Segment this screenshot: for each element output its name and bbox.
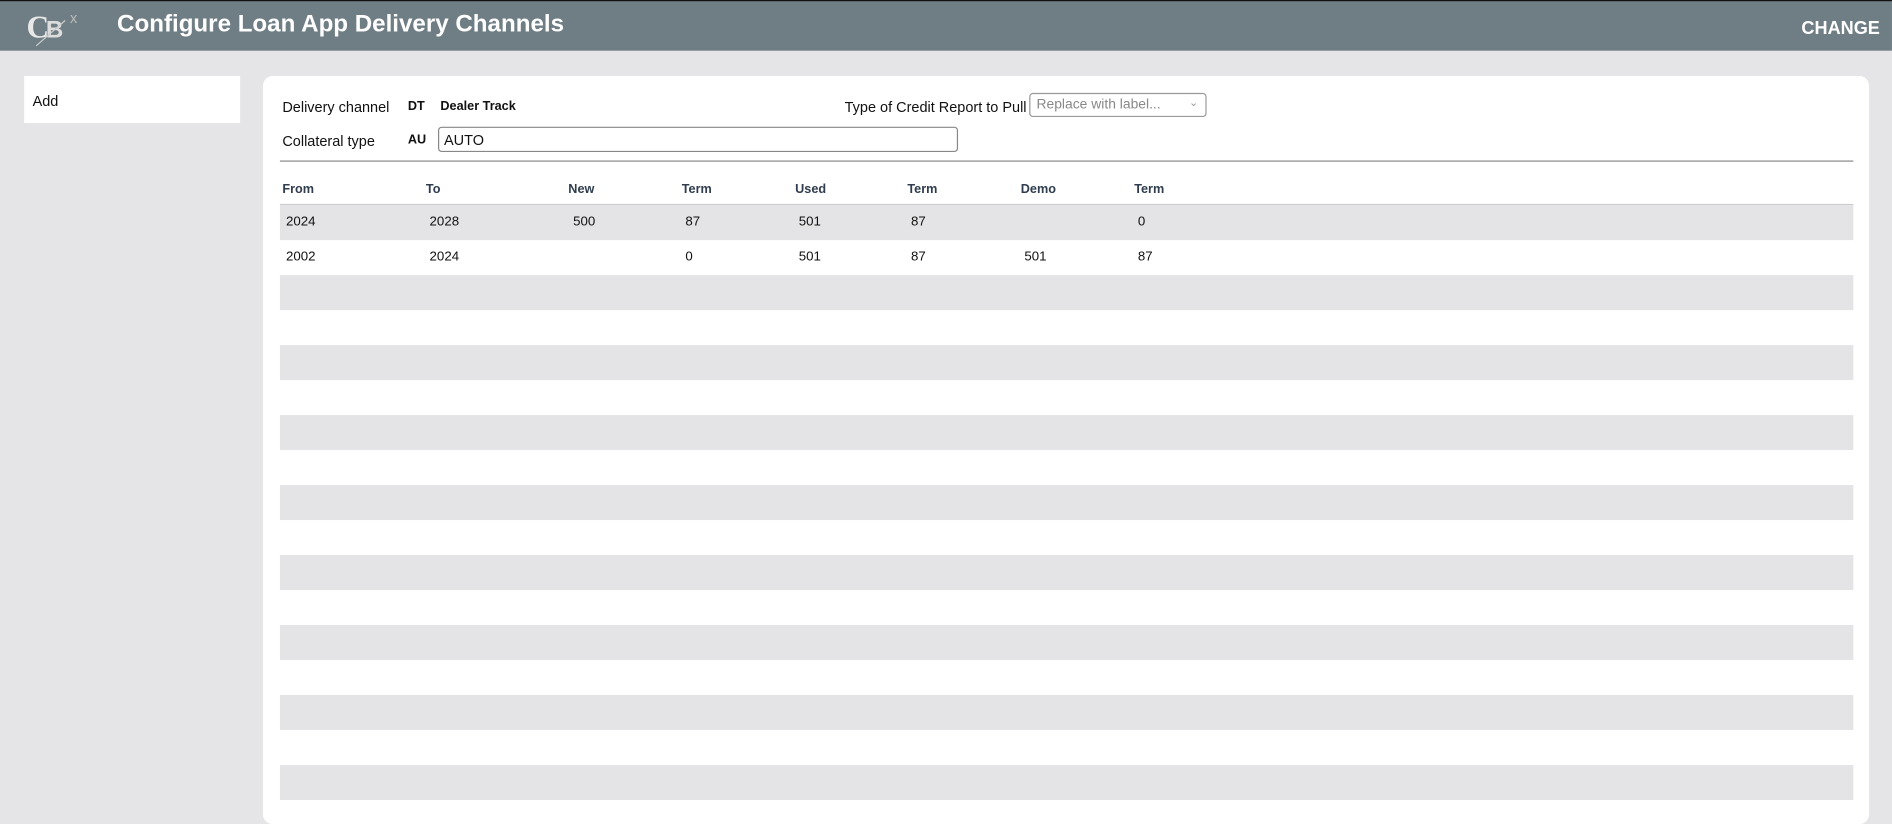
svg-text:x: x: [70, 11, 78, 27]
empty-row: [280, 450, 1853, 485]
column-header-used-term: Term: [907, 182, 938, 197]
column-header-demo: Demo: [1020, 182, 1057, 197]
page-title: Configure Loan App Delivery Channels: [117, 10, 564, 38]
empty-row: [279, 764, 1854, 800]
collateral-type-label: Collateral type: [282, 132, 375, 150]
sidebar: Add: [24, 76, 241, 124]
cbx-logo: C B x: [27, 9, 78, 47]
delivery-channel-code: DT: [407, 98, 425, 114]
column-header-demo-term: Term: [1134, 182, 1165, 197]
empty-row: [280, 590, 1853, 625]
table-row[interactable]: 2002 2024 0 501 87 501 87: [280, 240, 1853, 275]
column-header-from: From: [282, 182, 315, 197]
empty-row: [280, 520, 1853, 555]
header-divider: [279, 203, 1854, 206]
table-cell: 87: [910, 249, 926, 265]
table-cell: 87: [910, 214, 926, 230]
svg-text:C: C: [27, 9, 50, 44]
column-header-used: Used: [795, 182, 827, 197]
delivery-channel-label: Delivery channel: [282, 98, 390, 116]
table-cell: 2024: [429, 249, 460, 265]
table-cell: 501: [1024, 249, 1047, 265]
empty-row: [279, 555, 1854, 591]
credit-report-placeholder: Replace with label...: [1036, 97, 1161, 113]
table-cell: 87: [685, 214, 701, 230]
table-row[interactable]: 2024 2028 500 87 501 87 0: [279, 205, 1854, 241]
empty-row: [280, 730, 1853, 765]
collateral-type-code: AU: [407, 132, 427, 148]
table-cell: 501: [798, 214, 821, 230]
table-cell: 501: [798, 249, 821, 265]
empty-row: [279, 485, 1854, 521]
table-cell: 2002: [285, 249, 316, 265]
empty-row: [279, 275, 1854, 311]
app-header: C B x Configure Loan App Delivery Channe…: [0, 0, 1892, 51]
credit-report-select[interactable]: Replace with label... ⌄: [1029, 92, 1207, 118]
main-panel: Delivery channel DT Dealer Track Type of…: [263, 76, 1870, 824]
table-cell: 0: [685, 249, 693, 265]
table-cell: 87: [1137, 249, 1153, 265]
empty-row: [280, 310, 1853, 345]
empty-row: [279, 695, 1854, 730]
empty-row: [280, 660, 1853, 695]
credit-report-label: Type of Credit Report to Pull: [844, 98, 1027, 116]
collateral-type-input[interactable]: [437, 126, 959, 153]
delivery-channel-name: Dealer Track: [440, 98, 516, 114]
table-cell: 2028: [429, 214, 460, 230]
empty-row: [279, 345, 1854, 381]
divider: [279, 160, 1854, 162]
table-cell: 500: [573, 214, 596, 230]
table-cell: 2024: [285, 214, 316, 230]
column-header-new-term: Term: [681, 182, 712, 197]
column-header-new: New: [568, 182, 595, 197]
empty-row: [279, 625, 1854, 661]
table-cell: 0: [1137, 214, 1146, 230]
chevron-down-icon: ⌄: [1189, 96, 1199, 109]
column-header-to: To: [425, 182, 441, 197]
change-button[interactable]: CHANGE: [1801, 18, 1880, 39]
empty-row: [279, 415, 1854, 451]
sidebar-item-add[interactable]: Add: [32, 92, 59, 110]
empty-row: [280, 380, 1853, 415]
